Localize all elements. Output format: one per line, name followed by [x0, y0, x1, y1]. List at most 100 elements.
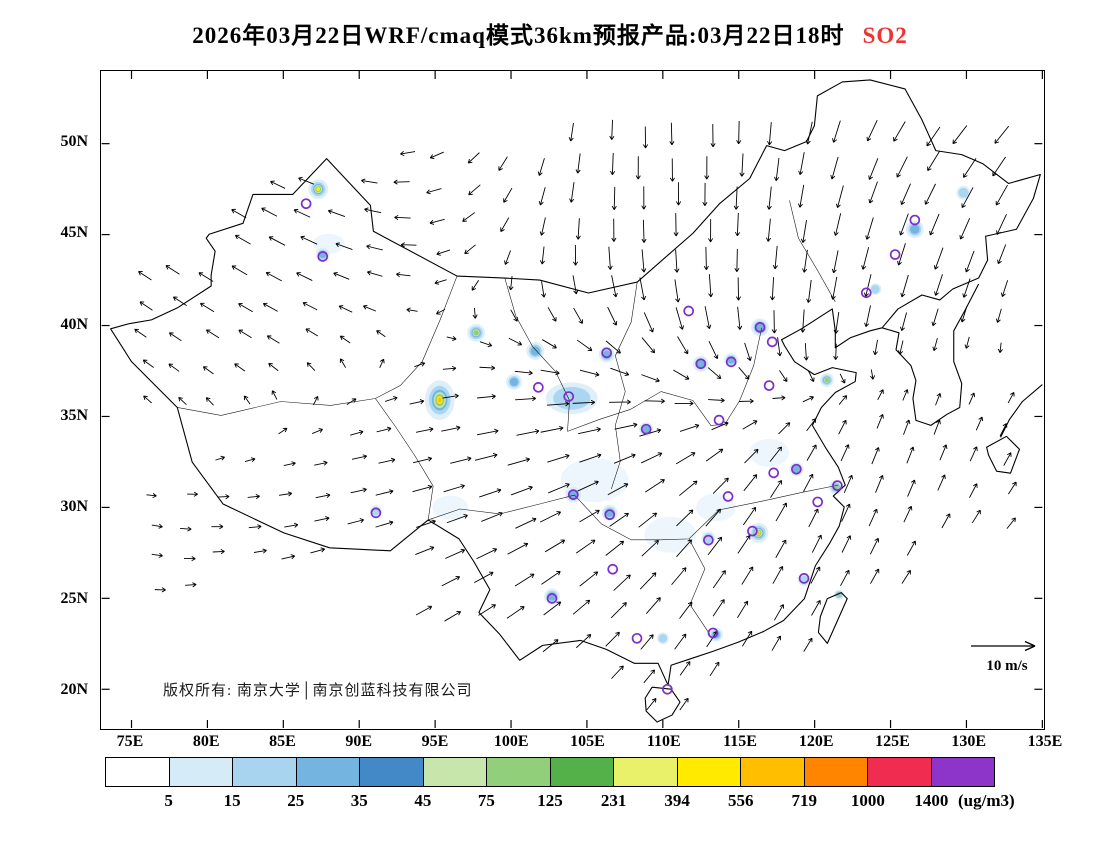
wind-arrow	[434, 279, 447, 285]
wind-arrow	[839, 373, 846, 384]
wind-arrow	[707, 219, 714, 243]
wind-arrow	[863, 274, 872, 297]
wind-arrow	[708, 397, 725, 403]
wind-arrow	[742, 630, 753, 647]
wind-arrow	[806, 444, 817, 461]
wind-arrow	[393, 179, 410, 185]
wind-arrow	[997, 244, 1007, 265]
wind-arrow	[869, 537, 880, 555]
city-marker	[607, 563, 619, 575]
wind-arrow	[645, 479, 665, 493]
wind-arrow	[510, 309, 518, 322]
wind-arrow	[806, 418, 817, 432]
wind-arrow	[833, 343, 839, 360]
so2-plume	[757, 531, 760, 535]
wind-arrow	[901, 569, 911, 584]
wind-arrow	[770, 480, 782, 498]
wind-arrow	[281, 554, 296, 560]
wind-arrow	[926, 126, 941, 147]
wind-arrow	[611, 218, 617, 242]
wind-arrow	[540, 425, 564, 433]
wind-arrow	[573, 245, 579, 266]
so2-concentration-layer	[308, 179, 971, 645]
wind-arrow	[705, 448, 724, 462]
lon-tick-label: 125E	[875, 733, 910, 750]
wind-arrow	[350, 487, 367, 494]
wind-legend-arrow-icon	[971, 640, 1036, 652]
wind-arrow	[335, 242, 353, 251]
wind-arrow	[735, 277, 742, 301]
wind-arrow	[541, 570, 561, 585]
wind-arrow	[579, 369, 600, 377]
wind-arrow	[903, 505, 913, 523]
wind-arrow	[803, 343, 809, 361]
wind-arrow	[244, 457, 256, 463]
wind-arrow	[840, 444, 850, 462]
pollutant-label: SO2	[862, 23, 908, 48]
wind-arrow	[932, 337, 938, 352]
wind-arrow	[613, 574, 631, 591]
so2-plume	[642, 425, 650, 433]
colorbar-tick-label: 719	[791, 791, 818, 810]
lat-tick-label: 50N	[60, 133, 88, 150]
so2-plume	[658, 634, 668, 643]
wind-arrow	[547, 307, 557, 322]
wind-arrow	[572, 599, 591, 615]
so2-plume	[696, 359, 705, 368]
colorbar-cell	[168, 758, 232, 786]
wind-arrow	[673, 213, 679, 237]
wind-arrow	[711, 421, 729, 431]
so2-plume	[432, 495, 469, 520]
wind-arrow	[178, 396, 187, 406]
wind-arrow	[284, 522, 299, 528]
wind-arrow	[937, 474, 946, 491]
wind-arrow	[442, 393, 459, 399]
wind-arrow	[939, 444, 948, 461]
wind-arrow	[906, 540, 916, 556]
wind-arrow	[676, 539, 693, 558]
wind-arrow	[743, 474, 758, 492]
wind-arrow	[302, 301, 318, 311]
wind-arrow	[975, 416, 984, 431]
wind-arrow	[238, 329, 252, 339]
wind-arrow	[234, 363, 246, 372]
wind-arrow	[643, 669, 655, 684]
lon-tick-label: 90E	[345, 733, 373, 750]
wind-arrow	[572, 399, 596, 406]
wind-arrow	[961, 187, 974, 208]
wind-arrow	[205, 397, 214, 406]
wind-arrow	[479, 341, 493, 348]
wind-arrow	[669, 122, 675, 146]
wind-arrow	[539, 511, 562, 523]
wind-arrow	[999, 423, 1008, 437]
city-marker	[317, 251, 329, 262]
wind-arrow	[205, 329, 220, 339]
lat-tick-label: 30N	[60, 498, 88, 516]
wind-arrow	[217, 494, 230, 500]
wind-arrow	[924, 183, 936, 205]
wind-arrow	[994, 125, 1010, 144]
so2-plume	[316, 187, 321, 192]
so2-plume	[530, 346, 540, 356]
wind-arrow	[876, 413, 884, 429]
wind-arrow	[538, 187, 546, 206]
wind-arrow	[262, 302, 278, 312]
city-marker	[707, 627, 719, 639]
wind-arrow	[807, 370, 815, 382]
wind-arrow	[800, 220, 807, 244]
axis-ticks	[101, 71, 1043, 728]
wind-arrow	[539, 246, 545, 265]
wind-arrow	[1000, 280, 1009, 298]
kyushu-island	[986, 435, 1021, 474]
wind-arrow	[253, 548, 267, 554]
wind-arrow	[869, 369, 876, 380]
wind-arrow	[199, 302, 215, 313]
wind-arrow	[707, 536, 723, 556]
city-marker	[798, 573, 810, 584]
colorbar-tick-label: 45	[414, 791, 432, 810]
wind-arrow	[238, 303, 253, 313]
lon-tick-label: 105E	[570, 733, 605, 750]
wind-arrow	[138, 271, 152, 281]
map-frame: 版权所有: 南京大学│南京创蓝科技有限公司 10 m/s	[100, 70, 1045, 730]
wind-vector-layer	[134, 119, 1017, 711]
